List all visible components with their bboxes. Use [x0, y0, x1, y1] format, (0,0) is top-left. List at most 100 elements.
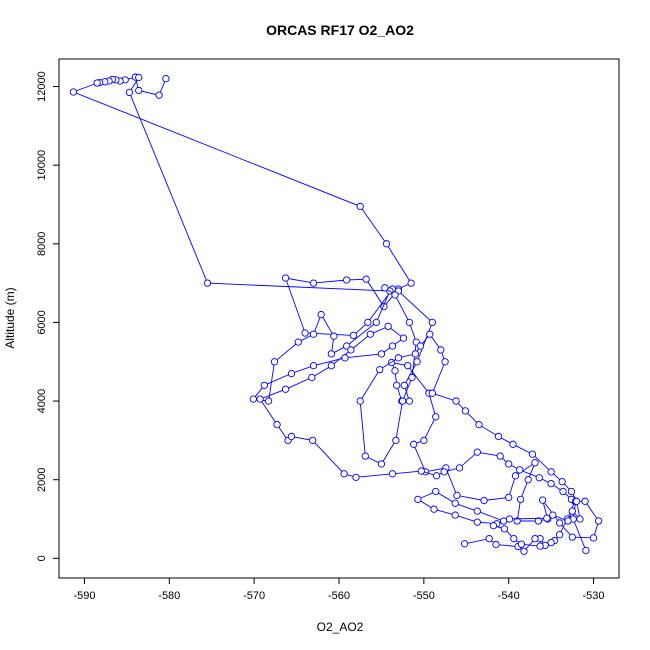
data-point	[505, 493, 513, 502]
data-point	[547, 479, 555, 488]
data-point	[391, 367, 399, 375]
data-point	[451, 511, 459, 519]
data-point	[400, 381, 408, 389]
data-point	[362, 275, 370, 283]
data-point	[485, 535, 493, 543]
data-point	[437, 346, 445, 354]
x-tick-label: -570	[243, 590, 265, 602]
data-point	[473, 518, 481, 526]
data-point	[524, 476, 532, 484]
data-point	[549, 511, 557, 519]
data-point	[69, 88, 78, 96]
data-point	[509, 440, 517, 448]
data-point	[270, 358, 279, 366]
data-point	[391, 291, 399, 299]
data-point	[428, 318, 436, 327]
data-point	[411, 350, 420, 358]
data-point	[535, 474, 543, 482]
data-point	[364, 318, 372, 327]
x-tick-label: -580	[158, 590, 180, 602]
data-point	[505, 515, 514, 523]
data-point	[555, 519, 564, 527]
data-point	[366, 330, 375, 338]
data-point	[516, 495, 525, 504]
data-point	[260, 381, 268, 389]
series-1	[69, 73, 603, 555]
y-tick-label: 6000	[36, 310, 48, 334]
data-point	[505, 460, 513, 468]
data-point	[432, 413, 440, 421]
data-point	[408, 373, 416, 382]
data-point	[441, 358, 449, 366]
data-point	[499, 517, 508, 525]
data-point	[384, 322, 392, 331]
data-point	[500, 525, 509, 533]
y-axis-label: Altitude (m)	[3, 287, 17, 348]
data-point	[309, 362, 318, 370]
data-point	[432, 487, 440, 496]
data-point	[572, 497, 581, 505]
data-point	[281, 385, 290, 393]
y-tick-label: 12000	[36, 71, 48, 102]
data-point	[461, 407, 470, 415]
data-point	[510, 535, 518, 543]
data-point	[352, 473, 360, 481]
data-point	[492, 540, 500, 549]
data-point	[460, 540, 469, 548]
data-point	[381, 284, 389, 292]
data-point	[432, 472, 441, 480]
data-point	[534, 517, 543, 525]
data-point	[420, 436, 428, 445]
data-point	[559, 487, 567, 496]
data-point	[568, 507, 576, 515]
data-point	[531, 535, 539, 543]
data-point	[473, 507, 481, 515]
data-point	[489, 522, 498, 530]
data-point	[356, 397, 364, 405]
data-point	[581, 497, 589, 505]
data-point	[405, 318, 414, 327]
x-tick-label: -550	[413, 590, 435, 602]
data-point	[414, 495, 422, 504]
series-2	[125, 73, 590, 555]
data-point	[543, 514, 551, 522]
data-point	[417, 467, 425, 475]
data-point	[309, 279, 318, 287]
data-point	[536, 542, 544, 550]
data-point	[547, 538, 555, 547]
data-point	[273, 421, 281, 429]
data-point	[327, 362, 336, 370]
data-point	[452, 397, 460, 405]
data-point	[341, 354, 349, 362]
data-point	[516, 466, 524, 474]
data-point	[309, 330, 318, 338]
data-point	[564, 517, 572, 525]
plot-frame	[58, 58, 620, 579]
series-layer	[69, 73, 603, 555]
data-point	[330, 332, 338, 340]
data-point	[513, 517, 521, 525]
data-point	[428, 389, 436, 397]
data-point	[249, 395, 257, 403]
chart-title: ORCAS RF17 O2_AO2	[266, 22, 414, 38]
data-point	[538, 496, 547, 504]
data-point	[382, 240, 391, 248]
y-axis: 0 2000 4000 6000 8000 10000 12000	[36, 71, 59, 561]
data-point	[264, 397, 273, 405]
data-point	[405, 397, 414, 405]
data-point	[327, 350, 336, 358]
y-tick-label: 10000	[36, 150, 48, 181]
data-point	[125, 88, 134, 97]
data-point	[594, 517, 603, 525]
x-axis-label: O2_AO2	[317, 620, 364, 634]
data-point	[393, 381, 401, 389]
data-point	[511, 472, 520, 480]
data-point	[399, 334, 408, 342]
data-point	[203, 279, 212, 287]
data-point	[155, 91, 163, 99]
data-point	[388, 342, 397, 350]
y-tick-label: 4000	[36, 389, 48, 413]
data-point	[426, 330, 434, 338]
data-point	[455, 464, 464, 472]
data-point	[547, 468, 555, 476]
